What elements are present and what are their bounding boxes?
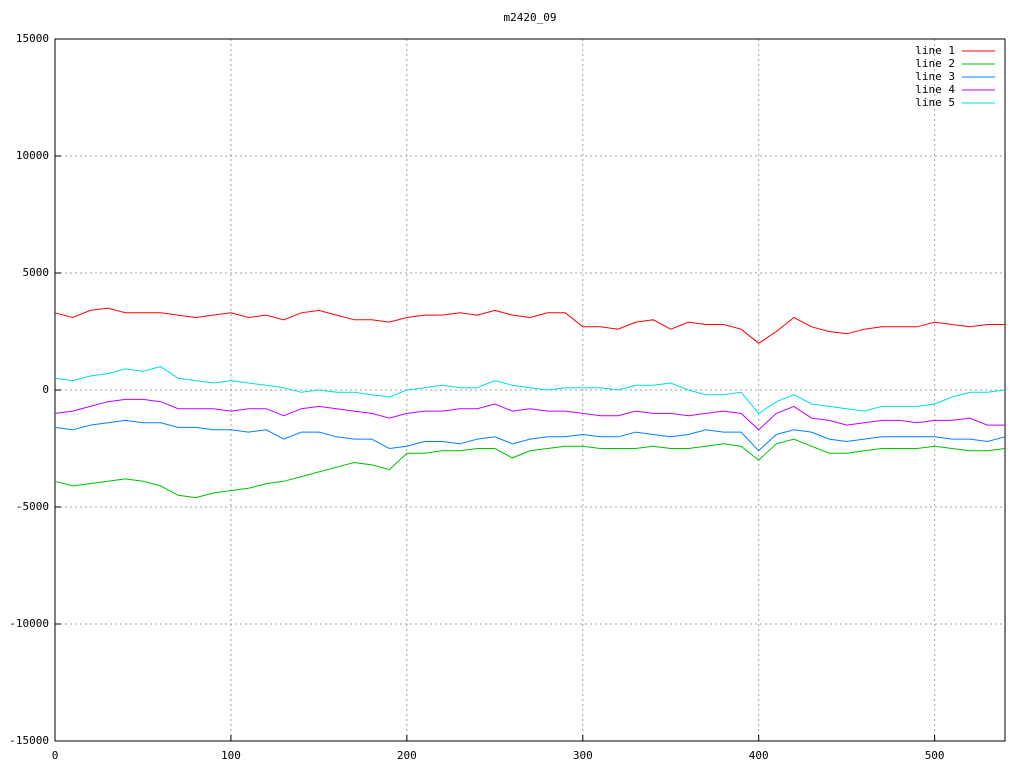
legend-label: line 4 [915, 83, 955, 96]
x-tick-label: 200 [397, 749, 417, 762]
legend-label: line 1 [915, 44, 955, 57]
x-tick-label: 300 [573, 749, 593, 762]
y-tick-label: 0 [42, 383, 49, 396]
x-tick-label: 0 [52, 749, 59, 762]
chart-title: m2420_09 [504, 11, 557, 24]
data-line [54, 307, 1005, 344]
x-tick-label: 500 [925, 749, 945, 762]
legend-label: line 3 [915, 70, 955, 83]
y-tick-label: -10000 [9, 617, 49, 630]
data-line [54, 419, 1006, 452]
x-tick-label: 400 [749, 749, 769, 762]
y-tick-label: 5000 [23, 266, 50, 279]
y-tick-label: -15000 [9, 734, 49, 747]
data-line [54, 398, 1005, 431]
data-line [54, 438, 1006, 499]
y-tick-label: 10000 [16, 149, 49, 162]
legend-label: line 5 [915, 96, 955, 109]
x-tick-label: 100 [221, 749, 241, 762]
y-tick-label: -5000 [16, 500, 49, 513]
y-tick-label: 15000 [16, 32, 49, 45]
data-line [54, 366, 1006, 415]
legend-label: line 2 [915, 57, 955, 70]
